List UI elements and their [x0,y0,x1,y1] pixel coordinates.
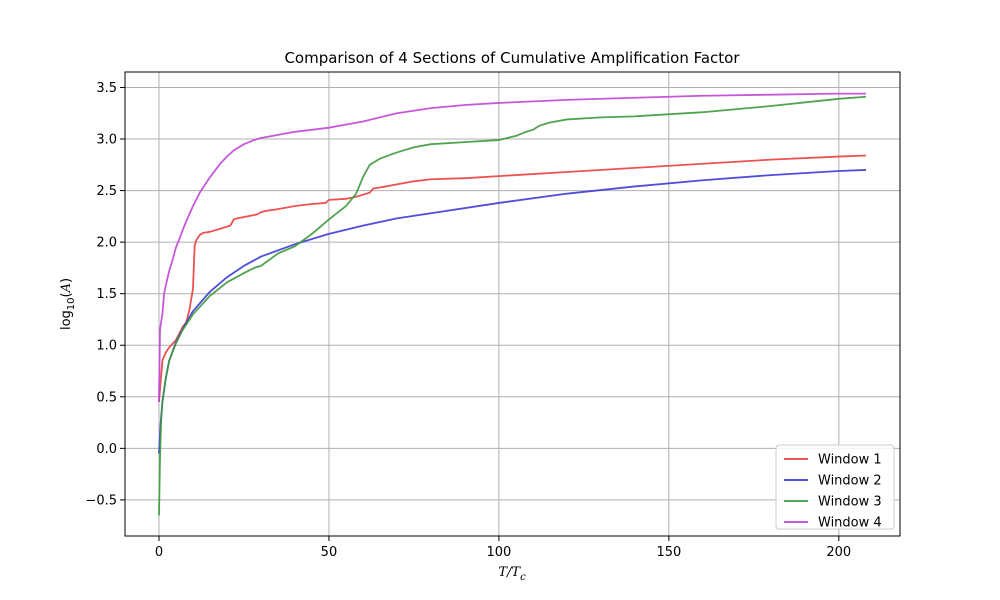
y-tick-label: 3.5 [96,81,117,96]
y-axis-label-var: A [59,283,74,293]
series-layer [158,92,867,516]
x-axis-label: T/Tc [498,565,526,583]
x-tick-label: 200 [826,545,851,560]
legend-box [775,444,895,530]
y-axis-label-arg: ( [59,292,74,297]
svg-text:log10(A): log10(A) [59,278,77,330]
grid [125,72,900,536]
x-axis-label-sub: c [520,572,526,583]
svg-text:T/Tc: T/Tc [498,565,526,583]
series-line-3 [158,95,867,516]
y-tick-label: 0.5 [96,390,117,405]
y-tick-label: 1.0 [96,339,117,354]
legend-label: Window 4 [818,516,882,531]
legend-label: Window 3 [818,495,882,510]
y-tick-label: 2.5 [96,184,117,199]
x-tick-label: 100 [486,545,511,560]
x-tick-label: 0 [155,545,163,560]
series-line-1 [158,154,867,403]
series-line-4 [158,92,867,402]
plot-frame [124,71,901,537]
y-axis-label-close: ) [59,278,74,283]
x-tick-label: 50 [321,545,338,560]
y-axis-label: log10(A) [59,278,77,330]
y-tick-label: 0.0 [96,442,117,457]
x-tick-label: 150 [656,545,681,560]
y-axis-label-main: log [59,310,74,330]
y-axis-label-sub: 10 [66,297,77,310]
legend-label: Window 1 [818,453,882,468]
legend: Window 1 Window 2 Window 3 Window 4 [775,444,895,531]
chart-title: Comparison of 4 Sections of Cumulative A… [284,49,740,67]
y-tick-label: 1.5 [96,287,117,302]
x-axis: 0 50 100 150 200 [155,536,851,560]
legend-label: Window 2 [818,474,882,489]
y-tick-label: 3.0 [96,133,117,148]
y-axis: −0.5 0.0 0.5 1.0 1.5 2.0 2.5 3.0 3.5 [85,81,125,508]
y-tick-label: 2.0 [96,236,117,251]
y-tick-label: −0.5 [85,493,117,508]
x-axis-label-main: T/T [498,565,521,580]
